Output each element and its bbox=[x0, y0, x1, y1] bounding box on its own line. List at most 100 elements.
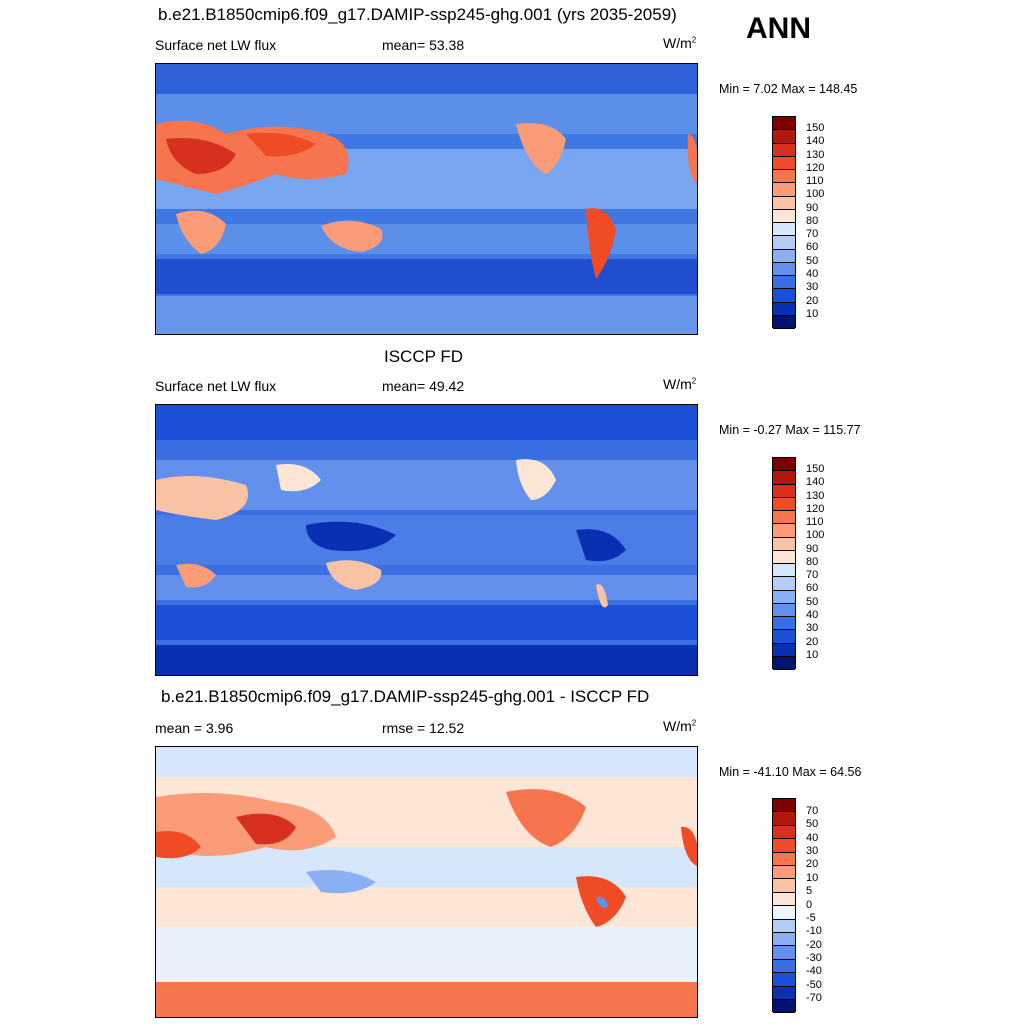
colorbar-segment bbox=[773, 852, 795, 866]
panel3-title: b.e21.B1850cmip6.f09_g17.DAMIP-ssp245-gh… bbox=[161, 687, 650, 706]
colorbar-segment bbox=[773, 1000, 795, 1013]
colorbar-segment bbox=[773, 170, 795, 184]
colorbar-label: 20 bbox=[806, 295, 819, 307]
colorbar-segment bbox=[773, 825, 795, 840]
colorbar-label: 120 bbox=[806, 503, 825, 515]
colorbar-segment bbox=[773, 986, 795, 1000]
colorbar-segment bbox=[773, 630, 795, 644]
colorbar-segment bbox=[773, 550, 795, 564]
colorbar-segment bbox=[773, 564, 795, 578]
colorbar-segment bbox=[773, 511, 795, 525]
colorbar-segment bbox=[773, 959, 795, 974]
panel3-map-field bbox=[156, 747, 697, 1017]
colorbar-label: -20 bbox=[806, 939, 822, 951]
colorbar-label: 130 bbox=[806, 149, 825, 161]
colorbar-label: 60 bbox=[806, 241, 819, 253]
panel2-variable-label: Surface net LW flux bbox=[155, 378, 277, 394]
colorbar-segment bbox=[773, 209, 795, 223]
colorbar-segment bbox=[773, 315, 795, 329]
colorbar-label: 70 bbox=[806, 805, 819, 817]
colorbar-segment bbox=[773, 537, 795, 551]
colorbar-label: 100 bbox=[806, 529, 825, 541]
colorbar-label: 140 bbox=[806, 135, 825, 147]
panel2-minmax: Min = -0.27 Max = 115.77 bbox=[719, 423, 861, 437]
colorbar-label: 70 bbox=[806, 228, 819, 240]
colorbar-label: 60 bbox=[806, 582, 819, 594]
colorbar-label: 10 bbox=[806, 649, 819, 661]
colorbar-label: 110 bbox=[806, 175, 824, 187]
colorbar-label: 110 bbox=[806, 516, 824, 528]
panel1-map bbox=[155, 63, 698, 335]
colorbar-label: 150 bbox=[806, 463, 825, 475]
colorbar-label: 140 bbox=[806, 476, 825, 488]
colorbar-segment bbox=[773, 643, 795, 657]
colorbar-segment bbox=[773, 892, 795, 907]
panel1-colorbar bbox=[772, 116, 796, 329]
colorbar-label: 50 bbox=[806, 596, 819, 608]
colorbar-label: -30 bbox=[806, 952, 822, 964]
colorbar-segment bbox=[773, 471, 795, 485]
colorbar-segment bbox=[773, 906, 795, 920]
panel1-map-field bbox=[156, 64, 697, 334]
colorbar-segment bbox=[773, 973, 795, 987]
colorbar-label: 50 bbox=[806, 818, 819, 830]
colorbar-label: -10 bbox=[806, 925, 822, 937]
colorbar-label: 0 bbox=[806, 899, 813, 911]
colorbar-label: -50 bbox=[806, 979, 822, 991]
colorbar-segment bbox=[773, 276, 795, 290]
panel2-mean-label: mean= 49.42 bbox=[382, 378, 465, 394]
colorbar-segment bbox=[773, 866, 795, 880]
colorbar-label: 130 bbox=[806, 490, 825, 502]
panel1-variable-label: Surface net LW flux bbox=[155, 37, 277, 53]
colorbar-label: 10 bbox=[806, 872, 819, 884]
colorbar-segment bbox=[773, 236, 795, 250]
panel2-title: ISCCP FD bbox=[384, 347, 464, 366]
colorbar-segment bbox=[773, 130, 795, 144]
panel3-mean-label: mean = 3.96 bbox=[155, 720, 234, 736]
colorbar-label: 40 bbox=[806, 268, 819, 280]
colorbar-segment bbox=[773, 484, 795, 498]
colorbar-label: -40 bbox=[806, 965, 822, 977]
panel1-mean-label: mean= 53.38 bbox=[382, 37, 465, 53]
colorbar-label: 5 bbox=[806, 885, 813, 897]
colorbar-label: 40 bbox=[806, 609, 819, 621]
colorbar-segment bbox=[773, 458, 795, 472]
season-label: ANN bbox=[746, 12, 811, 45]
colorbar-segment bbox=[773, 223, 795, 237]
colorbar-label: -5 bbox=[806, 912, 816, 924]
colorbar-label: 80 bbox=[806, 215, 819, 227]
colorbar-segment bbox=[773, 302, 795, 316]
panel3-units: W/m2 bbox=[663, 718, 697, 734]
colorbar-segment bbox=[773, 799, 795, 813]
colorbar-label: 150 bbox=[806, 122, 825, 134]
colorbar-segment bbox=[773, 577, 795, 591]
colorbar-segment bbox=[773, 656, 795, 670]
colorbar-label: 80 bbox=[806, 556, 819, 568]
colorbar-segment bbox=[773, 603, 795, 617]
colorbar-label: 120 bbox=[806, 162, 825, 174]
colorbar-segment bbox=[773, 919, 795, 933]
panel2-units: W/m2 bbox=[663, 376, 697, 392]
colorbar-segment bbox=[773, 879, 795, 893]
panel2-colorbar bbox=[772, 457, 796, 670]
colorbar-segment bbox=[773, 497, 795, 511]
colorbar-segment bbox=[773, 143, 795, 157]
colorbar-label: 30 bbox=[806, 622, 819, 634]
panel3-minmax: Min = -41.10 Max = 64.56 bbox=[719, 765, 862, 779]
colorbar-label: 20 bbox=[806, 858, 819, 870]
panel1-minmax: Min = 7.02 Max = 148.45 bbox=[719, 82, 858, 96]
colorbar-segment bbox=[773, 183, 795, 197]
colorbar-segment bbox=[773, 117, 795, 131]
colorbar-segment bbox=[773, 839, 795, 853]
colorbar-label: -70 bbox=[806, 992, 822, 1004]
colorbar-segment bbox=[773, 262, 795, 276]
colorbar-label: 30 bbox=[806, 845, 819, 857]
colorbar-segment bbox=[773, 289, 795, 303]
colorbar-segment bbox=[773, 249, 795, 263]
panel3-colorbar bbox=[772, 798, 796, 1013]
panel3-map bbox=[155, 746, 698, 1018]
colorbar-label: 10 bbox=[806, 308, 819, 320]
colorbar-label: 90 bbox=[806, 202, 819, 214]
panel3-rmse-label: rmse = 12.52 bbox=[382, 720, 465, 736]
colorbar-segment bbox=[773, 524, 795, 538]
